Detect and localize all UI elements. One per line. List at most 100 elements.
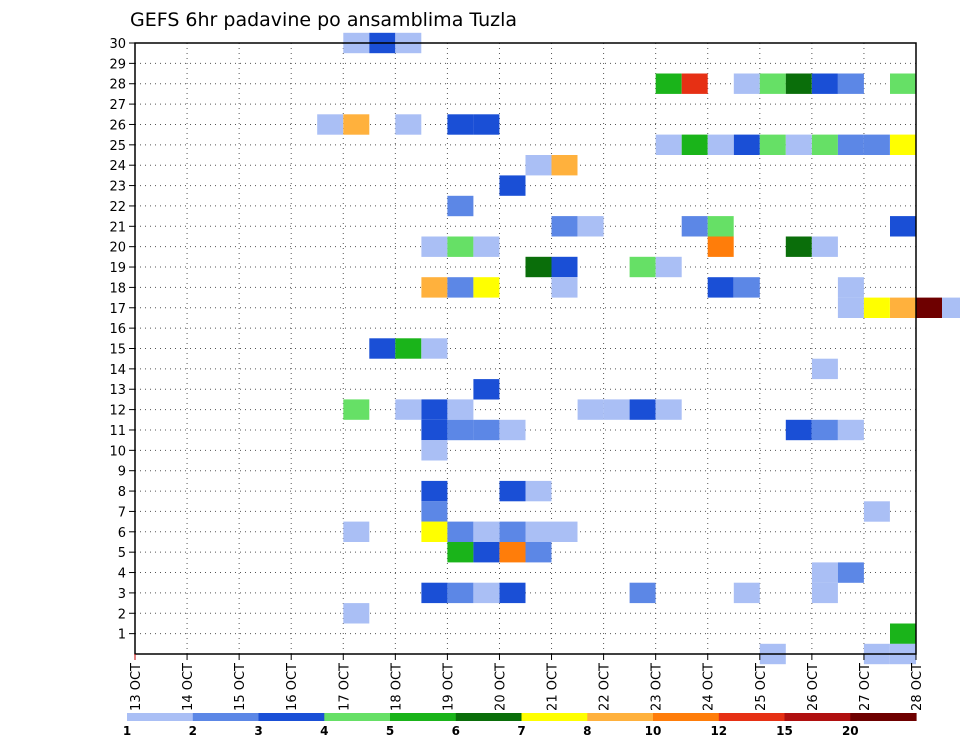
heatmap-cell	[863, 134, 890, 155]
heatmap-cell	[421, 277, 448, 298]
x-tick-label: 22 OCT	[598, 663, 613, 711]
colorbar-label: 7	[517, 724, 525, 738]
colorbar-swatch	[850, 713, 917, 721]
heatmap-cell	[551, 277, 578, 298]
heatmap-cell	[421, 582, 448, 604]
heatmap-cell	[785, 236, 812, 257]
x-tick-label: 18 OCT	[389, 663, 404, 711]
x-axis: 13 OCT 14 OCT 15 OCT 16 OCT 17 OCT 18 OCT 19 O…	[129, 654, 925, 711]
heatmap-cell	[811, 358, 838, 380]
y-tick-label: 20	[109, 241, 126, 256]
heatmap-cell	[811, 582, 838, 604]
heatmap-cell	[447, 542, 474, 563]
heatmap-cell	[551, 216, 578, 237]
heatmap-cell	[499, 521, 526, 542]
heatmap-cell	[837, 419, 864, 441]
heatmap-cell	[499, 542, 526, 563]
heatmap-cell	[447, 195, 474, 217]
heatmap-cell	[447, 236, 474, 257]
heatmap-cell	[499, 419, 526, 441]
heatmap-cell	[395, 114, 422, 135]
heatmap-cell	[421, 338, 448, 359]
heatmap-cell	[499, 480, 526, 502]
colorbar-swatch	[653, 713, 720, 721]
heatmap-cell	[707, 134, 734, 155]
heatmap-cell	[551, 521, 578, 542]
colorbar-swatch	[258, 713, 325, 721]
y-tick-label: 21	[109, 220, 126, 235]
x-tick-label: 15 OCT	[233, 663, 248, 711]
y-tick-label: 6	[118, 526, 126, 541]
heatmap-cell	[785, 73, 812, 94]
heatmap-cell	[837, 277, 864, 298]
heatmap-cell	[733, 277, 760, 298]
heatmap-cell	[629, 582, 656, 604]
heatmap-cell	[811, 562, 838, 583]
heatmap-cell	[473, 236, 500, 257]
heatmap-cell	[577, 399, 604, 420]
x-tick-label: 27 OCT	[858, 663, 873, 711]
plot-cells	[317, 32, 960, 665]
heatmap-cell	[890, 623, 916, 644]
y-tick-label: 19	[109, 261, 126, 276]
colorbar-label: 5	[386, 724, 394, 738]
heatmap-cell	[759, 73, 786, 94]
heatmap-cell	[421, 419, 448, 441]
heatmap-cell	[473, 419, 500, 441]
colorbar-label: 4	[320, 724, 328, 738]
heatmap-cell	[421, 399, 448, 420]
heatmap-cell	[343, 114, 370, 135]
heatmap-cell	[473, 379, 500, 400]
y-tick-label: 5	[118, 546, 126, 561]
heatmap-cell	[707, 277, 734, 298]
heatmap-cell	[447, 114, 474, 135]
heatmap-cell	[551, 256, 578, 278]
colorbar-label: 12	[710, 724, 727, 738]
heatmap-cell	[863, 501, 890, 522]
y-tick-label: 25	[109, 139, 126, 154]
y-axis: 1234567891011121314151617181920212223242…	[109, 37, 135, 643]
heatmap-cell	[863, 297, 890, 318]
y-tick-label: 2	[118, 607, 126, 622]
y-tick-label: 14	[109, 363, 126, 378]
colorbar-swatch	[127, 713, 194, 721]
heatmap-cell	[890, 134, 916, 155]
colorbar-label: 2	[189, 724, 197, 738]
heatmap-cell	[421, 521, 448, 542]
y-tick-label: 9	[118, 465, 126, 480]
heatmap-cell	[655, 256, 682, 278]
y-tick-label: 30	[109, 37, 126, 52]
heatmap-cell	[421, 236, 448, 257]
colorbar-swatch	[718, 713, 786, 721]
y-tick-label: 18	[109, 281, 126, 296]
heatmap-cell	[811, 73, 838, 94]
heatmap-cell	[655, 399, 682, 420]
heatmap-cell	[655, 73, 682, 94]
heatmap-cell	[890, 216, 916, 237]
heatmap-cell	[525, 155, 552, 176]
heatmap-cell	[942, 297, 960, 318]
heatmap-cell	[681, 73, 708, 94]
x-tick-label: 25 OCT	[754, 663, 769, 711]
x-tick-label: 23 OCT	[650, 663, 665, 711]
colorbar: 1 2 3 4 5 6 7 8 10 12 15 20	[123, 713, 917, 738]
heatmap-cell	[733, 134, 760, 155]
heatmap-cell	[733, 73, 760, 94]
y-tick-label: 22	[109, 200, 126, 215]
heatmap-cell	[447, 399, 474, 420]
heatmap-cell	[811, 419, 838, 441]
colorbar-swatch	[390, 713, 457, 721]
heatmap-cell	[473, 277, 500, 298]
colorbar-swatch	[324, 713, 391, 721]
heatmap-cell	[837, 562, 864, 583]
heatmap-cell	[421, 480, 448, 502]
heatmap-cell	[343, 603, 370, 624]
heatmap-cell	[707, 216, 734, 237]
heatmap-cell	[369, 338, 396, 359]
heatmap-cell	[681, 216, 708, 237]
y-tick-label: 12	[109, 404, 126, 419]
heatmap-cell	[447, 521, 474, 542]
y-tick-label: 13	[109, 383, 126, 398]
y-tick-label: 29	[109, 57, 126, 72]
